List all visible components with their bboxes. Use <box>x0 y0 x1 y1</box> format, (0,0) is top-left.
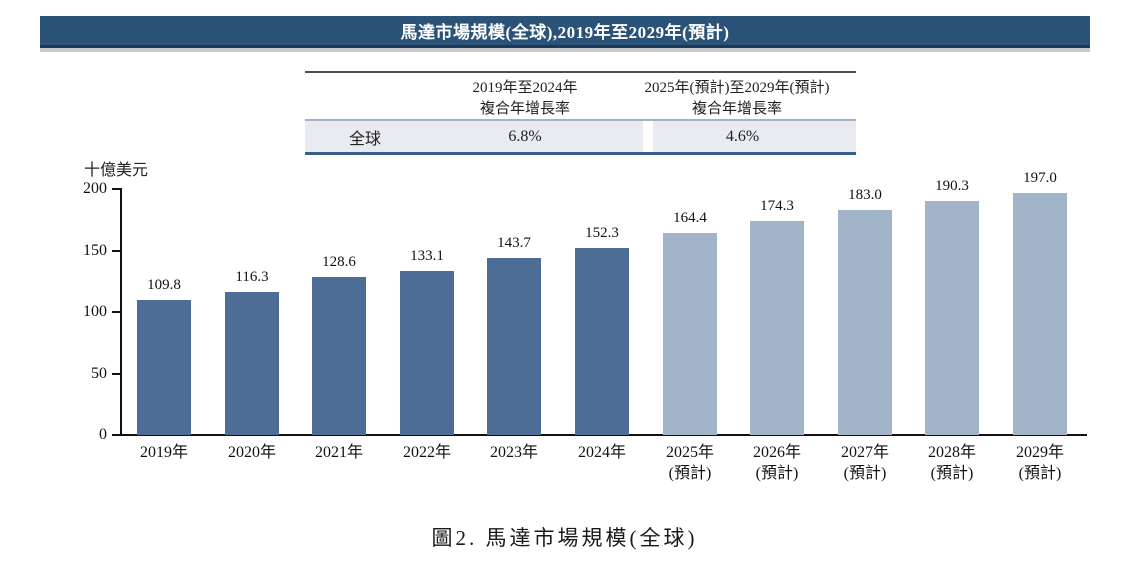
x-axis-label: 2019年 <box>116 442 212 463</box>
bar-value-label: 183.0 <box>848 187 882 203</box>
bar-value-label: 152.3 <box>585 225 619 241</box>
bar-2029年 <box>1013 193 1067 435</box>
table-cell-global-right: 4.6% <box>653 121 856 152</box>
bar-value-label: 109.8 <box>147 277 181 293</box>
bar-value-label: 164.4 <box>673 210 707 226</box>
table-mid-border <box>305 119 856 121</box>
bar-2025年 <box>663 233 717 435</box>
y-axis-tick <box>112 188 120 190</box>
x-axis-label: 2024年 <box>554 442 650 463</box>
y-axis-tick-label: 200 <box>83 180 107 197</box>
table-cell-global-left: 全球 6.8% <box>305 121 643 152</box>
x-axis-label-forecast-note: (預計) <box>843 465 887 482</box>
x-axis-label: 2023年 <box>466 442 562 463</box>
y-axis-tick <box>112 311 120 313</box>
chart-title: 馬達市場規模(全球),2019年至2029年(預計) <box>400 23 730 42</box>
bar-2020年 <box>225 292 279 435</box>
bar-value-label: 128.6 <box>322 254 356 270</box>
bar-2027年 <box>838 210 892 435</box>
y-axis-tick-label: 100 <box>83 303 107 320</box>
x-axis-label: 2022年 <box>379 442 475 463</box>
table-top-border <box>305 71 856 73</box>
x-axis-label-year: 2019年 <box>139 444 188 461</box>
table-value-cagr-2019-2024: 6.8% <box>508 127 542 145</box>
chart-title-banner: 馬達市場規模(全球),2019年至2029年(預計) <box>40 16 1090 48</box>
figure-caption: 圖2. 馬達市場規模(全球) <box>431 526 698 550</box>
x-axis-label-year: 2020年 <box>227 444 276 461</box>
x-axis-label-year: 2027年 <box>840 444 889 461</box>
y-axis-tick-label: 150 <box>83 241 107 259</box>
y-axis-tick <box>112 249 120 252</box>
x-axis-label-year: 2026年 <box>752 444 801 461</box>
y-axis-tick-label: 50 <box>91 364 107 382</box>
bar-value-label: 116.3 <box>235 269 269 285</box>
table-value-cagr-2025-2029: 4.6% <box>725 127 760 145</box>
table-row-label: 全球 <box>348 130 381 148</box>
y-axis-unit-label: 十億美元 <box>84 162 149 179</box>
x-axis-line <box>120 434 1087 436</box>
bar-2026年 <box>750 221 804 435</box>
bar-2024年 <box>575 248 629 435</box>
x-axis-label-year: 2025年 <box>665 444 714 461</box>
x-axis-label-year: 2021年 <box>314 444 363 461</box>
bar-value-label: 197.0 <box>1023 170 1057 186</box>
x-axis-label-forecast-note: (預計) <box>930 465 974 482</box>
bar-value-label: 133.1 <box>410 248 444 264</box>
x-axis-label-year: 2028年 <box>927 444 976 461</box>
bar-value-label: 143.7 <box>497 235 531 251</box>
bar-2028年 <box>925 201 979 435</box>
bar-2022年 <box>400 271 454 435</box>
x-axis-label-forecast-note: (預計) <box>755 465 799 482</box>
y-axis-tick <box>112 434 120 436</box>
bar-2021年 <box>312 277 366 435</box>
table-header-line: 2019年至2024年 <box>472 80 578 96</box>
x-axis-label: 2027年 (預計) <box>817 442 913 484</box>
x-axis-label-forecast-note: (預計) <box>1018 465 1062 482</box>
x-axis-label-year: 2022年 <box>402 444 451 461</box>
table-row-global: 全球 6.8% 4.6% <box>305 121 856 152</box>
x-axis-label-year: 2023年 <box>489 444 538 461</box>
bar-value-label: 174.3 <box>760 198 794 214</box>
table-bottom-border <box>305 152 856 155</box>
bar-2019年 <box>137 300 191 435</box>
table-header-cagr-2019-2024: 2019年至2024年 複合年增長率 <box>410 78 640 120</box>
table-header-line: 複合年增長率 <box>691 101 782 117</box>
y-axis-line <box>120 188 122 436</box>
x-axis-label: 2028年 (預計) <box>904 442 1000 484</box>
x-axis-label: 2020年 <box>204 442 300 463</box>
x-axis-label: 2025年 (預計) <box>642 442 738 484</box>
table-header-cagr-2025-2029: 2025年(預計)至2029年(預計) 複合年增長率 <box>612 78 862 120</box>
x-axis-label-year: 2029年 <box>1015 444 1064 461</box>
bar-2023年 <box>487 258 541 435</box>
x-axis-label-forecast-note: (預計) <box>668 465 712 482</box>
y-axis-tick-label: 0 <box>99 426 107 443</box>
x-axis-label: 2029年 (預計) <box>992 442 1088 484</box>
x-axis-label: 2021年 <box>291 442 387 463</box>
bar-value-label: 190.3 <box>935 178 969 194</box>
table-header-line: 複合年增長率 <box>479 101 570 117</box>
y-axis-tick <box>112 372 120 375</box>
x-axis-label: 2026年 (預計) <box>729 442 825 484</box>
table-header-line: 2025年(預計)至2029年(預計) <box>644 80 830 96</box>
x-axis-label-year: 2024年 <box>577 444 626 461</box>
